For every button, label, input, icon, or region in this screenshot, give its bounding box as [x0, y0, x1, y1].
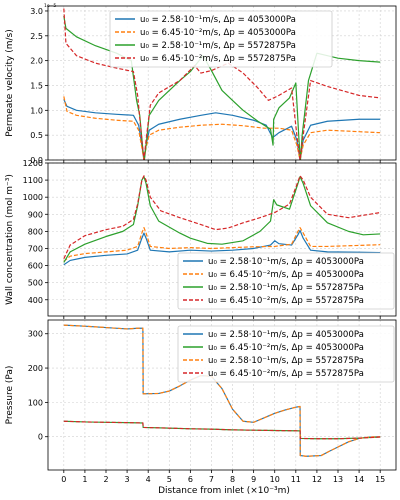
- x-tick-label: 2: [103, 475, 108, 484]
- legend-box: [177, 325, 395, 383]
- x-tick-label: 15: [375, 475, 385, 484]
- y-tick-label: 1000: [23, 193, 43, 202]
- legend-box: [109, 10, 333, 68]
- legend-label: u₀ = 2.58·10⁻¹m/s, Δp = 5572875Pa: [140, 41, 296, 51]
- legend: u₀ = 2.58·10⁻¹m/s, Δp = 4053000Pa u₀ = 6.…: [177, 325, 395, 383]
- y-tick-label: 2.5: [30, 32, 43, 41]
- wall-concentration-chart: 400 500 600 700 800 900 1000 1100 1200 Wall conce…: [5, 159, 397, 319]
- y-tick-label: 500: [28, 279, 43, 288]
- legend-box: [177, 252, 395, 310]
- x-tick-label: 9: [251, 475, 256, 484]
- x-tick-label: 5: [167, 475, 172, 484]
- x-tick-label: 14: [354, 475, 364, 484]
- y-tick-label: 1200: [23, 159, 43, 168]
- series-line-4: [63, 8, 381, 160]
- y-tick-label: 0.5: [30, 131, 43, 140]
- series-line-3: [63, 324, 381, 457]
- x-tick-label: 3: [125, 475, 130, 484]
- x-tick-label: 4: [146, 475, 151, 484]
- y-tick-label: 800: [28, 227, 43, 236]
- y-tick-label: 200: [28, 364, 43, 373]
- legend-label: u₀ = 2.58·10⁻¹m/s, Δp = 4053000Pa: [208, 330, 364, 340]
- plot-frame: [47, 319, 397, 471]
- y-tick-label: 700: [28, 244, 43, 253]
- y-axis-label: Wall concentration (mol m⁻³): [5, 174, 15, 305]
- x-tick-label: 10: [270, 475, 280, 484]
- y-tick-label: 900: [28, 210, 43, 219]
- series-line-4: [63, 420, 381, 440]
- legend-label: u₀ = 2.58·10⁻¹m/s, Δp = 5572875Pa: [208, 283, 364, 293]
- series-line-2: [63, 96, 381, 160]
- y-tick-label: 300: [28, 330, 43, 339]
- y-tick-label: 3.0: [30, 7, 43, 16]
- y-axis-label: Permeate velocity (m/s): [5, 29, 15, 136]
- y-axis-label: Pressure (Pa): [5, 366, 15, 425]
- y-tick-label: 1.0: [30, 106, 43, 115]
- y-tick-label: 400: [28, 296, 43, 305]
- legend-label: u₀ = 2.58·10⁻¹m/s, Δp = 5572875Pa: [208, 356, 364, 366]
- x-tick-label: 6: [188, 475, 193, 484]
- series-group: [63, 175, 381, 266]
- plot-frame: [47, 162, 397, 317]
- legend-label: u₀ = 6.45·10⁻²m/s, Δp = 4053000Pa: [208, 270, 364, 280]
- x-tick-label: 8: [230, 475, 235, 484]
- x-tick-label: 11: [291, 475, 301, 484]
- series-line-2: [63, 227, 381, 262]
- x-tick-label: 13: [333, 475, 343, 484]
- plot-frame: [47, 5, 397, 161]
- x-tick-label: 1: [82, 475, 87, 484]
- legend-label: u₀ = 6.45·10⁻²m/s, Δp = 5572875Pa: [140, 54, 296, 64]
- legend-label: u₀ = 2.58·10⁻¹m/s, Δp = 4053000Pa: [208, 257, 364, 267]
- x-tick-label: 0: [61, 475, 66, 484]
- series-group: [63, 324, 381, 457]
- y-tick-label: 0.0: [30, 156, 43, 165]
- y-tick-label: 100: [28, 398, 43, 407]
- series-line-4: [63, 175, 381, 259]
- x-axis-label: Distance from inlet (×10⁻³m): [158, 486, 290, 496]
- series-line-3: [63, 176, 381, 263]
- x-tick-label: 7: [209, 475, 214, 484]
- legend-label: u₀ = 6.45·10⁻²m/s, Δp = 4053000Pa: [140, 28, 296, 38]
- y-tick-label: 0: [38, 433, 43, 442]
- legend-label: u₀ = 6.45·10⁻²m/s, Δp = 5572875Pa: [208, 296, 364, 306]
- series-line-1: [63, 229, 381, 266]
- y-tick-label: 1100: [23, 176, 43, 185]
- legend: u₀ = 2.58·10⁻¹m/s, Δp = 4053000Pa u₀ = 6.…: [177, 252, 395, 310]
- y-tick-label: 600: [28, 262, 43, 271]
- legend-label: u₀ = 6.45·10⁻²m/s, Δp = 4053000Pa: [208, 343, 364, 353]
- series-group: [63, 8, 381, 160]
- y-tick-label: 1.5: [30, 81, 43, 90]
- y-tick-label: 2.0: [30, 57, 43, 66]
- x-tick-label: 12: [312, 475, 322, 484]
- legend: u₀ = 2.58·10⁻¹m/s, Δp = 4053000Pa u₀ = 6.…: [109, 10, 333, 68]
- legend-label: u₀ = 2.58·10⁻¹m/s, Δp = 4053000Pa: [140, 15, 296, 25]
- legend-label: u₀ = 6.45·10⁻²m/s, Δp = 5572875Pa: [208, 369, 364, 379]
